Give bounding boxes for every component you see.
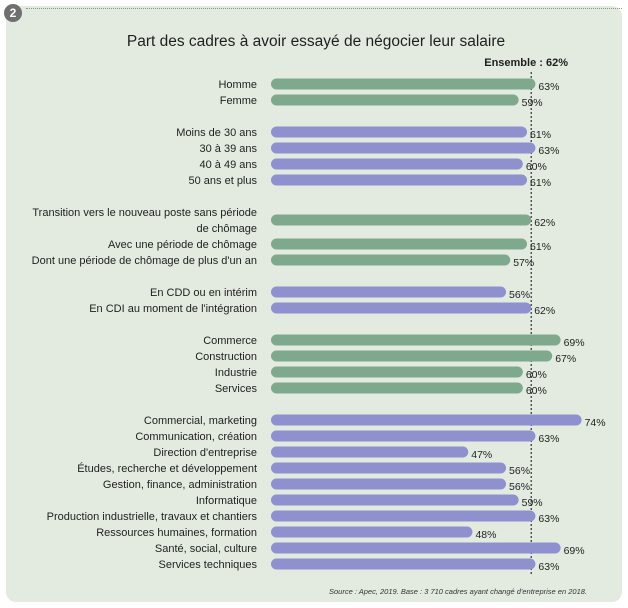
category-label: Commercial, marketing [144,415,257,427]
bar-en-cdd-ou-en-interim [271,286,507,298]
figure-number-badge: 2 [4,4,22,22]
value-label-services-techniques: 63% [538,561,559,573]
bar-en-cdi-au-moment-de-l-integration [271,302,532,314]
value-label-informatique: 59% [522,497,543,509]
bar-40-a-49-ans [271,158,523,170]
bar-commercial-marketing [271,414,582,426]
bar-informatique [271,494,519,506]
category-label: Communication, création [135,431,257,443]
category-label: Santé, social, culture [155,543,257,555]
category-label: Ressources humaines, formation [96,527,257,539]
bars-layer [271,78,582,570]
bar-communication-creation [271,430,536,442]
value-label-commercial-marketing: 74% [585,417,606,429]
bar-commerce [271,334,561,346]
category-label: 40 à 49 ans [200,159,258,171]
bar-femme [271,94,519,106]
category-label: 30 à 39 ans [200,143,258,155]
value-label-sante-social-culture: 69% [564,545,585,557]
value-label-transition-vers-le-nouveau-poste-sans-periode-de-chomage: 62% [534,217,555,229]
value-label-construction: 67% [555,353,576,365]
value-label-etudes-recherche-et-developpement: 56% [509,465,530,477]
category-label: En CDD ou en intérim [150,287,257,299]
bar-production-industrielle-travaux-et-chantiers [271,510,536,522]
value-label-commerce: 69% [564,337,585,349]
value-labels-layer: 63% 59% 61% 63% 60% 61% 62% 61% 57% 56% 62% 69% 67% 6… [471,81,605,573]
value-label-communication-creation: 63% [538,433,559,445]
bar-industrie [271,366,523,378]
category-label: Transition vers le nouveau poste sans pé… [32,207,257,219]
bar-services-techniques [271,558,536,570]
value-label-homme: 63% [538,81,559,93]
category-label: Industrie [215,367,257,379]
category-label: de chômage [196,223,257,235]
chart-title: Part des cadres à avoir essayé de négoci… [127,33,505,50]
value-label-40-a-49-ans: 60% [526,161,547,173]
value-label-femme: 59% [522,97,543,109]
category-label: Services techniques [159,559,258,571]
category-label: Dont une période de chômage de plus d'un… [32,255,257,267]
value-label-ressources-humaines-formation: 48% [475,529,496,541]
value-label-gestion-finance-administration: 56% [509,481,530,493]
source-note: Source : Apec, 2019. Base : 3 710 cadres… [329,587,587,596]
bar-avec-une-periode-de-chomage [271,238,528,250]
value-label-services: 60% [526,385,547,397]
value-label-en-cdi-au-moment-de-l-integration: 62% [534,305,555,317]
category-label: Gestion, finance, administration [103,479,257,491]
category-label: Moins de 30 ans [176,127,257,139]
category-label: Services [215,383,258,395]
category-labels-layer: Homme Femme Moins de 30 ans 30 à 39 ans 40 à… [32,79,258,571]
bar-transition-vers-le-nouveau-poste-sans-periode-de-chomage [271,214,532,226]
bar-etudes-recherche-et-developpement [271,462,507,474]
bar-homme [271,78,536,90]
bar-direction-d-entreprise [271,446,469,458]
value-label-moins-de-30-ans: 61% [530,129,551,141]
category-label: Avec une période de chômage [108,239,257,251]
category-label: Direction d'entreprise [153,447,257,459]
bar-50-ans-et-plus [271,174,528,186]
category-label: Femme [220,95,257,107]
bar-dont-une-periode-de-chomage-de-plus-d-un-an [271,254,511,266]
value-label-production-industrielle-travaux-et-chantiers: 63% [538,513,559,525]
bar-sante-social-culture [271,542,561,554]
bar-moins-de-30-ans [271,126,528,138]
category-label: Études, recherche et développement [77,462,257,475]
reference-label: Ensemble : 62% [484,57,568,69]
category-label: Construction [195,351,257,363]
value-label-dont-une-periode-de-chomage-de-plus-d-un-an: 57% [513,257,534,269]
bar-gestion-finance-administration [271,478,507,490]
category-label: Informatique [196,495,257,507]
bar-ressources-humaines-formation [271,526,473,538]
category-label: 50 ans et plus [189,175,258,187]
value-label-direction-d-entreprise: 47% [471,449,492,461]
bar-services [271,382,523,394]
category-label: Homme [218,79,257,91]
bar-30-a-39-ans [271,142,536,154]
bar-construction [271,350,553,362]
value-label-en-cdd-ou-en-interim: 56% [509,289,530,301]
category-label: Commerce [203,335,257,347]
value-label-50-ans-et-plus: 61% [530,177,551,189]
category-label: Production industrielle, travaux et chan… [47,511,258,523]
value-label-industrie: 60% [526,369,547,381]
top-dotted-rule [26,8,622,9]
value-label-30-a-39-ans: 63% [538,145,559,157]
category-label: En CDI au moment de l'intégration [89,303,257,315]
value-label-avec-une-periode-de-chomage: 61% [530,241,551,253]
